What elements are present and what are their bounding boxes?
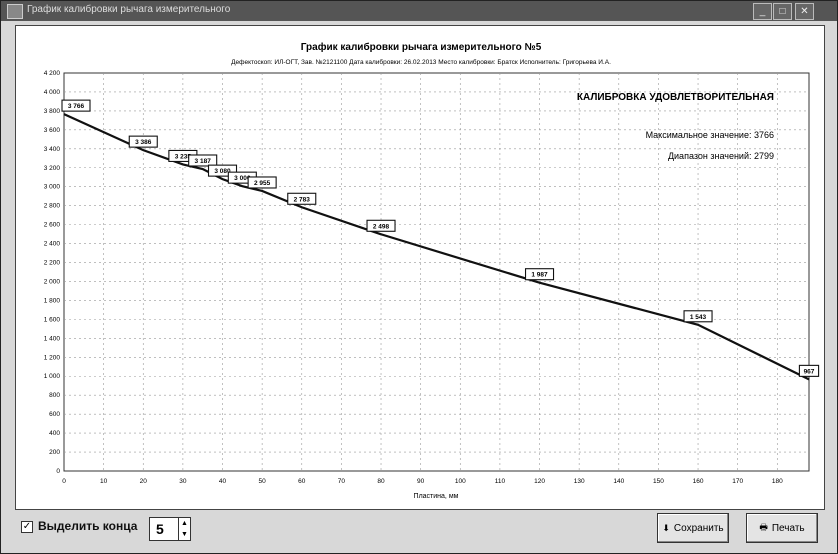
x-axis-label: Пластина, мм xyxy=(414,493,459,500)
data-label-box xyxy=(207,164,238,177)
print-button[interactable]: 🖶 Печать xyxy=(746,513,818,543)
x-tick-label: 10 xyxy=(100,478,108,485)
y-tick-label: 3 200 xyxy=(44,165,61,172)
x-tick-label: 0 xyxy=(62,478,66,485)
data-label: 2 955 xyxy=(254,180,271,187)
data-label: 967 xyxy=(804,368,815,375)
data-label: 2 783 xyxy=(294,196,311,203)
data-label-box xyxy=(287,192,317,205)
highlight-checkbox-label: Выделить конца xyxy=(38,519,138,533)
data-label-box xyxy=(683,310,713,323)
axis-ticks: 0 10 20 30 40 50 60 70 80 90 100 110 120 130 140 150 160… xyxy=(44,70,783,485)
data-label: 3 080 xyxy=(214,168,231,175)
y-tick-label: 2 600 xyxy=(44,222,61,229)
minimize-button[interactable]: _ xyxy=(753,3,772,20)
chart-panel: График калибровки рычага измерительного … xyxy=(15,25,825,510)
y-tick-label: 3 400 xyxy=(44,146,61,153)
spinner-arrows[interactable]: ▲ ▼ xyxy=(178,518,190,540)
y-tick-label: 4 000 xyxy=(44,89,61,96)
data-label: 3 006 xyxy=(234,175,251,182)
status-verdict: КАЛИБРОВКА УДОВЛЕТВОРИТЕЛЬНАЯ xyxy=(577,92,774,103)
arrow-down-icon[interactable]: ▼ xyxy=(181,531,188,538)
x-tick-label: 140 xyxy=(613,478,624,485)
y-tick-label: 1 200 xyxy=(44,354,61,361)
x-tick-label: 40 xyxy=(219,478,227,485)
data-label: 3 235 xyxy=(175,153,192,160)
data-label-box xyxy=(188,154,218,167)
y-tick-label: 2 200 xyxy=(44,260,61,267)
maximize-button[interactable]: □ xyxy=(773,3,792,20)
x-tick-label: 170 xyxy=(732,478,743,485)
y-tick-label: 3 600 xyxy=(44,127,61,134)
data-label: 1 543 xyxy=(690,314,707,321)
y-tick-label: 1 000 xyxy=(44,373,61,380)
x-tick-label: 50 xyxy=(259,478,267,485)
arrow-up-icon[interactable]: ▲ xyxy=(181,520,188,527)
x-tick-label: 30 xyxy=(179,478,187,485)
y-tick-label: 1 400 xyxy=(44,335,61,342)
data-label: 3 766 xyxy=(68,103,85,110)
print-button-label: Печать xyxy=(771,522,805,534)
y-tick-label: 3 800 xyxy=(44,108,61,115)
y-tick-label: 800 xyxy=(49,392,60,399)
y-tick-label: 2 400 xyxy=(44,241,61,248)
data-label-box xyxy=(128,135,158,148)
data-label-box xyxy=(366,219,396,232)
y-tick-label: 400 xyxy=(49,430,60,437)
y-tick-label: 600 xyxy=(49,411,60,418)
data-label: 3 386 xyxy=(135,139,152,146)
y-tick-label: 2 000 xyxy=(44,278,61,285)
plot-area xyxy=(63,72,810,472)
x-tick-label: 100 xyxy=(455,478,466,485)
y-tick-label: 3 000 xyxy=(44,184,61,191)
data-label-box xyxy=(798,364,820,377)
save-button[interactable]: ⬇ Сохранить xyxy=(657,513,729,543)
x-tick-label: 180 xyxy=(772,478,783,485)
calibration-chart: График калибровки рычага измерительного … xyxy=(44,41,820,500)
data-label-box xyxy=(247,176,277,189)
title-bar: График калибровки рычага измерительного … xyxy=(1,1,837,21)
x-tick-label: 130 xyxy=(574,478,585,485)
chart-title: График калибровки рычага измерительного … xyxy=(301,41,542,53)
save-button-label: Сохранить xyxy=(673,522,724,534)
data-label-box xyxy=(61,99,91,112)
data-label-box xyxy=(524,268,555,281)
y-tick-label: 4 200 xyxy=(44,70,61,77)
window-title: График калибровки рычага измерительного xyxy=(27,4,231,15)
series-line xyxy=(63,113,810,381)
spinner-value: 5 xyxy=(156,521,164,537)
chart-subtitle: Дефектоскоп: ИЛ-ОГТ, Зав. №2121100 Дата … xyxy=(231,58,611,66)
x-tick-label: 110 xyxy=(495,478,506,485)
y-tick-label: 0 xyxy=(56,468,60,475)
x-tick-label: 60 xyxy=(298,478,306,485)
app-icon xyxy=(7,4,23,19)
x-tick-label: 120 xyxy=(534,478,545,485)
data-label: 2 498 xyxy=(373,223,390,230)
highlight-checkbox[interactable]: ✓ xyxy=(21,521,33,533)
y-tick-label: 200 xyxy=(49,449,60,456)
count-spinner[interactable]: 5 ▲ ▼ xyxy=(149,517,191,541)
x-tick-label: 80 xyxy=(377,478,385,485)
calibration-line xyxy=(63,113,810,381)
x-tick-label: 70 xyxy=(338,478,346,485)
max-value-text: Максимальное значение: 3766 xyxy=(646,130,774,140)
x-tick-label: 160 xyxy=(693,478,704,485)
check-mark-icon: ✓ xyxy=(22,521,32,532)
y-tick-label: 1 800 xyxy=(44,297,61,304)
y-tick-label: 1 600 xyxy=(44,316,61,323)
printer-icon: 🖶 xyxy=(759,522,768,532)
x-tick-label: 20 xyxy=(140,478,148,485)
data-label: 3 187 xyxy=(195,158,212,165)
data-label: 1 987 xyxy=(531,272,548,279)
x-tick-label: 150 xyxy=(653,478,664,485)
y-tick-label: 2 800 xyxy=(44,203,61,210)
close-button[interactable]: ✕ xyxy=(795,3,814,20)
save-icon: ⬇ xyxy=(662,522,670,533)
range-value-text: Диапазон значений: 2799 xyxy=(668,151,774,161)
x-tick-label: 90 xyxy=(417,478,425,485)
